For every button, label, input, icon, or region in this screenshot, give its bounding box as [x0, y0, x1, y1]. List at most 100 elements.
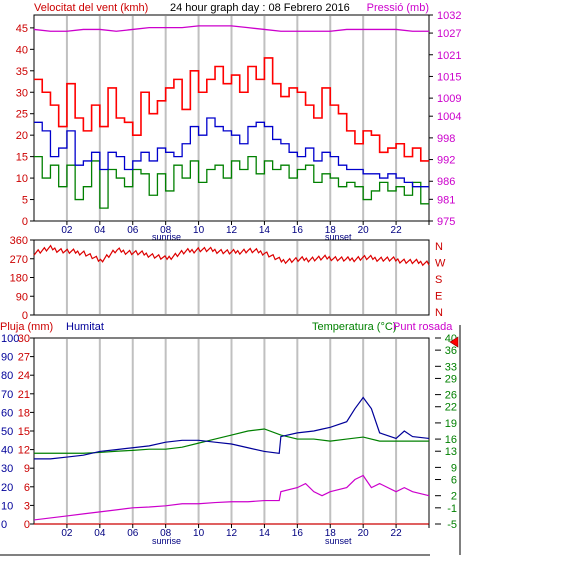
pressure-ylabel: Pressió (mb) — [367, 2, 429, 14]
tick-label: 1015 — [437, 71, 461, 83]
tick-label: 02 — [61, 528, 73, 539]
tick-label: 40 — [16, 44, 28, 56]
tick-label: 20 — [358, 528, 370, 539]
tick-label: 0 — [22, 216, 28, 228]
tick-label: 1027 — [437, 28, 461, 40]
tick-label: 9 — [451, 462, 457, 474]
tick-label: 16 — [445, 434, 457, 446]
tick-label: 16 — [292, 225, 304, 236]
tick-label: 06 — [127, 225, 139, 236]
tick-label: 50 — [1, 426, 13, 438]
compass-label: S — [435, 274, 442, 286]
humidity-ylabel: Humitat — [66, 321, 104, 333]
tick-label: 26 — [445, 390, 457, 402]
wind-panel-series — [33, 25, 429, 209]
tick-label: 16 — [292, 528, 304, 539]
tick-label: 10 — [1, 500, 13, 512]
series-humidity — [34, 396, 430, 460]
tick-label: 25 — [16, 109, 28, 121]
tick-label: 5 — [22, 195, 28, 207]
tick-label: 12 — [226, 528, 238, 539]
tick-label: 33 — [445, 361, 457, 373]
tick-label: 40 — [1, 445, 13, 457]
tick-label: 20 — [16, 130, 28, 142]
tick-label: 08 — [160, 225, 172, 236]
tick-label: 90 — [16, 291, 28, 303]
tick-label: 22 — [391, 225, 403, 236]
tick-label: 90 — [1, 352, 13, 364]
compass-label: E — [435, 291, 442, 303]
tick-label: 12 — [226, 225, 238, 236]
series-low — [34, 155, 429, 209]
tick-label: 02 — [61, 225, 73, 236]
tick-label: 10 — [16, 173, 28, 185]
tick-label: 998 — [437, 133, 455, 145]
tick-label: 2 — [451, 491, 457, 503]
tick-label: 80 — [1, 370, 13, 382]
series-direction — [33, 244, 430, 267]
tick-label: 22 — [445, 402, 457, 414]
compass-label: W — [435, 258, 446, 270]
tick-label: 360 — [10, 235, 28, 247]
temp-x-axis: 02 04 06 08 10 12 14 16 18 20 22 — [61, 524, 430, 539]
dewpoint-ylabel: Punt rosada — [393, 321, 453, 333]
sunrise-label-bottom: sunrise — [152, 536, 181, 546]
tick-label: 6 — [24, 482, 30, 494]
tick-label: 21 — [18, 389, 30, 401]
tick-label: 981 — [437, 194, 455, 206]
current-temperature-marker-icon — [449, 336, 459, 348]
sunset-label-bottom: sunset — [325, 536, 352, 546]
tick-label: 04 — [94, 225, 106, 236]
tick-label: 992 — [437, 155, 455, 167]
compass-label: N — [435, 307, 443, 319]
tick-label: 24 — [18, 370, 30, 382]
temp-panel-grid — [65, 339, 398, 523]
tick-label: 30 — [18, 333, 30, 345]
temperature-ylabel: Temperatura (°C) — [312, 321, 396, 333]
tick-label: 04 — [94, 528, 106, 539]
rain-left-axis: 0 3 6 9 12 15 18 21 24 27 30 — [18, 333, 30, 531]
tick-label: 22 — [391, 528, 403, 539]
tick-label: 29 — [445, 373, 457, 385]
chart-title: 24 hour graph day : 08 Febrero 2016 — [170, 2, 350, 14]
tick-label: 18 — [325, 528, 337, 539]
tick-label: 3 — [24, 500, 30, 512]
tick-label: 35 — [16, 66, 28, 78]
tick-label: 14 — [259, 225, 271, 236]
tick-label: 0 — [1, 519, 7, 531]
tick-label: 14 — [259, 528, 271, 539]
tick-label: 45 — [16, 23, 28, 35]
tick-label: 9 — [24, 463, 30, 475]
tick-label: 6 — [451, 475, 457, 487]
sunrise-label: sunrise — [152, 232, 181, 242]
tick-label: 30 — [1, 463, 13, 475]
tick-label: 1021 — [437, 50, 461, 62]
wind-x-axis: 02 04 06 08 10 12 14 16 18 20 22 — [61, 221, 430, 236]
direction-left-axis: 360 270 180 90 0 — [10, 235, 34, 322]
rain-ylabel: Pluja (mm) — [0, 321, 53, 333]
sunset-label: sunset — [325, 232, 352, 242]
series-pressure — [33, 25, 429, 32]
tick-label: 10 — [193, 225, 205, 236]
tick-label: 70 — [1, 389, 13, 401]
tick-label: 20 — [1, 482, 13, 494]
tick-label: 30 — [16, 87, 28, 99]
compass-label: N — [435, 241, 443, 253]
tick-label: 180 — [10, 273, 28, 285]
tick-label: 36 — [445, 345, 457, 357]
tick-label: 0 — [22, 310, 28, 322]
tick-label: 975 — [437, 216, 455, 228]
tick-label: 13 — [445, 446, 457, 458]
tick-label: 60 — [1, 407, 13, 419]
series-avg — [34, 117, 429, 188]
series-dewpoint — [33, 474, 430, 521]
tick-label: 12 — [18, 445, 30, 457]
tick-label: 1032 — [437, 10, 461, 22]
tick-label: -1 — [447, 503, 457, 515]
series-gust — [34, 57, 429, 162]
tick-label: 18 — [18, 407, 30, 419]
